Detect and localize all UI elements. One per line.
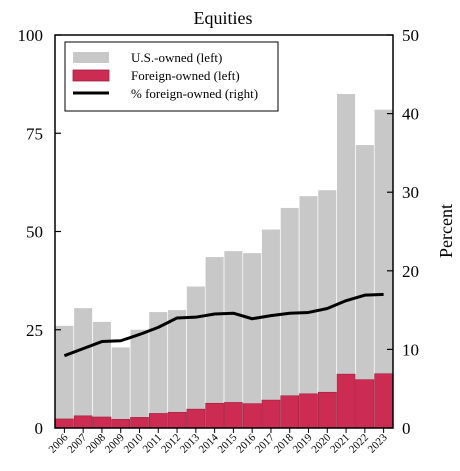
bar-foreign-owned-2011 (148, 413, 168, 429)
bar-foreign-owned-2022 (355, 379, 375, 429)
bar-foreign-owned-2007 (73, 415, 93, 429)
x-tick-label: 2023 (366, 431, 390, 455)
bar-us-owned-2014 (205, 257, 224, 428)
legend-label-foreign: Foreign-owned (left) (131, 68, 240, 83)
right-tick-label: 0 (402, 419, 411, 438)
bar-foreign-owned-2014 (205, 402, 224, 429)
right-axis-label: Percent (436, 204, 456, 258)
bar-foreign-owned-2006 (55, 418, 74, 429)
line-pct-foreign-owned (63, 292, 384, 358)
legend-label-us: U.S.-owned (left) (131, 50, 222, 65)
bar-us-owned-2011 (149, 312, 168, 428)
bar-foreign-owned-2021 (336, 373, 356, 429)
bar-foreign-owned-2023 (374, 373, 393, 429)
x-tick-label: 2019 (291, 431, 315, 455)
bar-foreign-owned-2018 (280, 395, 300, 429)
x-tick-label: 2012 (159, 432, 183, 456)
bar-us-owned-2016 (243, 253, 262, 428)
x-tick-label: 2017 (253, 431, 277, 455)
bar-us-owned-2023 (374, 109, 393, 429)
bar-foreign-owned-2010 (130, 417, 149, 429)
bar-foreign-owned-2016 (242, 403, 262, 429)
left-tick-label: 75 (26, 124, 43, 143)
x-tick-label: 2006 (46, 431, 70, 455)
left-tick-label: 100 (18, 26, 44, 45)
x-tick-label: 2010 (122, 431, 146, 455)
bar-foreign-owned-2008 (92, 416, 112, 429)
legend-label-pct: % foreign-owned (right) (131, 86, 258, 101)
left-axis: 0 25 50 75 100 (18, 26, 61, 438)
bar-foreign-owned-2017 (261, 399, 281, 429)
right-tick-label: 10 (402, 340, 419, 359)
line-layer (63, 292, 384, 358)
left-tick-label: 25 (26, 321, 43, 340)
bar-us-owned-2013 (186, 286, 205, 428)
bar-foreign-owned-2013 (186, 408, 206, 429)
legend-swatch-us (73, 52, 109, 63)
x-tick-label: 2022 (347, 432, 371, 456)
x-tick-label: 2018 (272, 431, 296, 455)
left-tick-label: 0 (35, 419, 44, 438)
legend: U.S.-owned (left) Foreign-owned (left) %… (64, 41, 279, 112)
bar-foreign-owned-2012 (167, 411, 187, 429)
bar-us-owned-2017 (261, 229, 280, 428)
right-tick-label: 50 (402, 26, 419, 45)
right-tick-label: 30 (402, 183, 419, 202)
bar-us-owned-2008 (92, 321, 111, 428)
x-tick-label: 2014 (197, 431, 221, 455)
bar-foreign-owned-2009 (111, 419, 131, 429)
bar-us-owned-2015 (224, 251, 243, 428)
bar-us-owned-2007 (74, 308, 93, 428)
right-tick-label: 20 (402, 262, 419, 281)
bar-us-owned-2010 (130, 329, 149, 428)
bar-us-owned-2006 (55, 325, 74, 428)
x-tick-label: 2008 (84, 431, 108, 455)
x-tick-label: 2011 (141, 432, 165, 456)
bars-layer (55, 93, 393, 429)
bar-us-owned-2022 (355, 145, 374, 429)
bar-us-owned-2009 (111, 347, 130, 428)
x-tick-label: 2021 (328, 432, 352, 456)
x-tick-label: 2020 (309, 431, 333, 455)
x-axis: 2006200720082009201020112012201320142015… (46, 428, 390, 456)
bar-foreign-owned-2020 (317, 391, 337, 429)
x-tick-label: 2007 (65, 431, 89, 455)
bar-us-owned-2021 (337, 93, 356, 428)
left-tick-label: 50 (26, 223, 43, 242)
right-tick-label: 40 (402, 105, 419, 124)
x-tick-label: 2013 (178, 431, 202, 455)
chart-title: Equities (194, 8, 253, 28)
x-tick-label: 2015 (215, 431, 239, 455)
right-axis: 0 10 20 30 40 50 (387, 26, 419, 438)
x-tick-label: 2016 (234, 431, 258, 455)
bar-us-owned-2018 (280, 207, 299, 428)
bar-us-owned-2012 (168, 310, 187, 428)
bar-foreign-owned-2015 (224, 402, 243, 429)
legend-swatch-foreign (72, 69, 110, 82)
x-tick-label: 2009 (103, 431, 127, 455)
bar-foreign-owned-2019 (299, 393, 318, 429)
